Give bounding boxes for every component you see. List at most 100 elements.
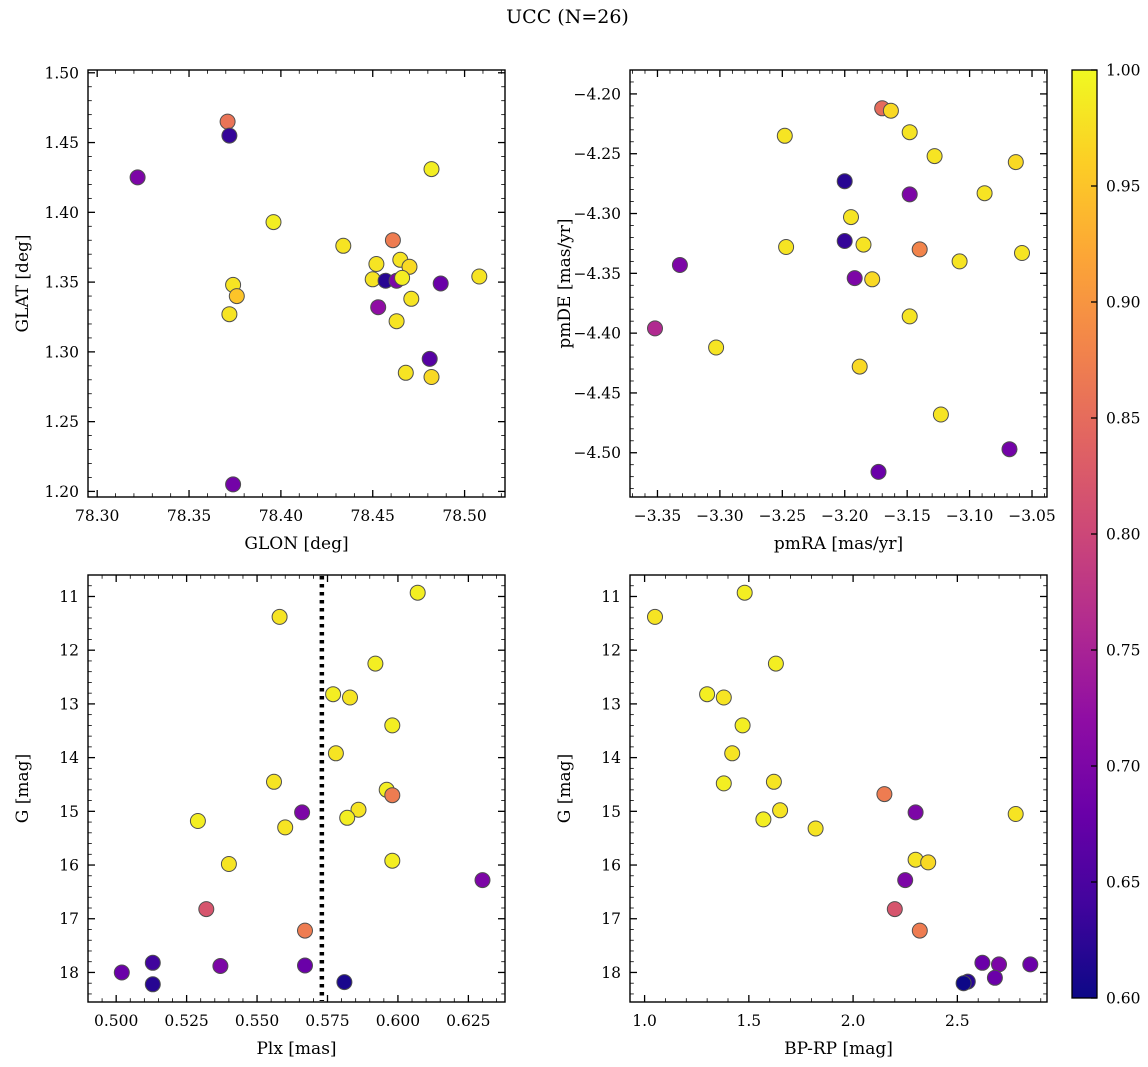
colorbar-tick-label: 0.65 (1106, 874, 1141, 892)
data-point (129, 169, 146, 186)
data-point (474, 872, 491, 889)
y-tick-label: 1.40 (44, 204, 79, 222)
panel-glon-glat: 78.30 78.35 78.40 78.45 78.50 1.20 1.25 1.30 1.3… (13, 64, 506, 554)
y-tick-label: −4.45 (574, 384, 622, 402)
y-tick-label: 14 (601, 749, 621, 767)
y-tick-label: −4.25 (574, 145, 622, 163)
x-tick-label: 78.45 (351, 507, 395, 525)
data-point (715, 689, 732, 706)
data-point (228, 288, 245, 305)
data-point (339, 809, 356, 826)
data-point (336, 974, 353, 991)
data-point (384, 232, 401, 249)
y-axis-label: G [mag] (13, 754, 33, 823)
panel-pmra-pmde: −3.35 −3.30 −3.25 −3.20 −3.15 −3.10 −3.05 −4.20… (555, 69, 1056, 554)
data-point (384, 717, 401, 734)
colorbar-tick-label: 0.85 (1106, 410, 1141, 428)
y-tick-label: 13 (601, 695, 621, 713)
axes-frame (629, 574, 1048, 1003)
y-tick-label: 16 (601, 857, 621, 875)
x-tick-label: −3.25 (759, 507, 807, 525)
colorbar-tick-label: 0.80 (1106, 526, 1141, 544)
data-point (778, 239, 795, 255)
data-point (671, 257, 688, 273)
data-point (776, 127, 793, 144)
colorbar-tick-label: 0.75 (1106, 642, 1141, 660)
y-tick-label: 15 (601, 803, 621, 821)
data-point (220, 856, 237, 872)
data-point (851, 358, 868, 375)
data-point (932, 406, 949, 423)
data-point (699, 686, 716, 703)
data-point (897, 872, 914, 889)
y-tick-label: 11 (59, 588, 79, 606)
axes-frame (87, 69, 506, 498)
data-point (471, 268, 488, 285)
data-point (755, 811, 772, 828)
y-tick-label: 1.20 (44, 483, 79, 501)
data-point (297, 957, 313, 974)
panel-plx-g: 0.500 0.525 0.550 0.575 0.600 0.625 11 12 13 14 15… (13, 574, 506, 1059)
y-tick-label: 14 (59, 749, 79, 767)
data-point (986, 969, 1003, 986)
glon-glat-minor-ticks (88, 70, 505, 497)
y-tick-label: 1.25 (44, 413, 79, 431)
data-point (708, 339, 725, 356)
bprp-g-minor-ticks (630, 574, 1047, 1002)
data-point (886, 901, 903, 918)
pmra-pmde-ticks (630, 70, 1047, 497)
x-tick-label: −3.15 (883, 507, 931, 525)
data-point (926, 148, 943, 165)
data-point (901, 124, 918, 141)
data-point (144, 954, 161, 971)
data-point (397, 364, 414, 381)
data-point (409, 584, 426, 601)
data-point (401, 258, 418, 275)
x-tick-label: −3.10 (946, 507, 994, 525)
data-point (384, 852, 401, 869)
data-point (423, 161, 440, 178)
data-point (1022, 956, 1039, 973)
data-point (955, 975, 972, 992)
y-axis-label: G [mag] (555, 754, 575, 823)
x-tick-label: 78.35 (167, 507, 211, 525)
panel-bprp-g: 1.0 1.5 2.0 2.5 11 12 13 14 15 16 17 18 BP-RP [mag] G… (555, 574, 1048, 1059)
data-point (335, 237, 352, 254)
data-point (715, 775, 732, 792)
data-point (225, 476, 242, 493)
x-tick-label: 2.5 (945, 1012, 970, 1030)
data-point (144, 976, 161, 993)
data-point (403, 290, 420, 307)
x-tick-label: 0.500 (94, 1012, 138, 1030)
data-point (974, 954, 991, 971)
data-point (920, 854, 937, 871)
y-tick-label: −4.20 (574, 85, 622, 103)
colorbar-tick-label: 0.95 (1106, 178, 1141, 196)
data-point (277, 819, 294, 836)
y-tick-label: 1.45 (44, 134, 79, 152)
data-point (876, 786, 893, 803)
data-point (388, 313, 405, 330)
figure-title: UCC (N=26) (506, 6, 629, 28)
data-point (870, 463, 887, 480)
y-tick-label: 13 (59, 695, 79, 713)
y-tick-label: 18 (601, 964, 621, 982)
data-point (864, 271, 881, 288)
data-point (846, 270, 863, 287)
data-point (394, 269, 411, 286)
data-point (1014, 245, 1030, 261)
data-point (271, 608, 288, 625)
data-point (219, 113, 236, 130)
y-tick-label: −4.35 (574, 265, 622, 283)
data-point (951, 253, 968, 270)
data-point (1001, 441, 1018, 458)
y-tick-label: 12 (601, 642, 621, 660)
x-axis-label: GLON [deg] (244, 534, 348, 554)
data-point (836, 173, 853, 190)
x-axis-label: BP-RP [mag] (784, 1039, 893, 1059)
data-point (189, 813, 206, 829)
data-point (265, 214, 282, 231)
data-point (294, 804, 311, 821)
x-tick-label: 0.550 (235, 1012, 279, 1030)
